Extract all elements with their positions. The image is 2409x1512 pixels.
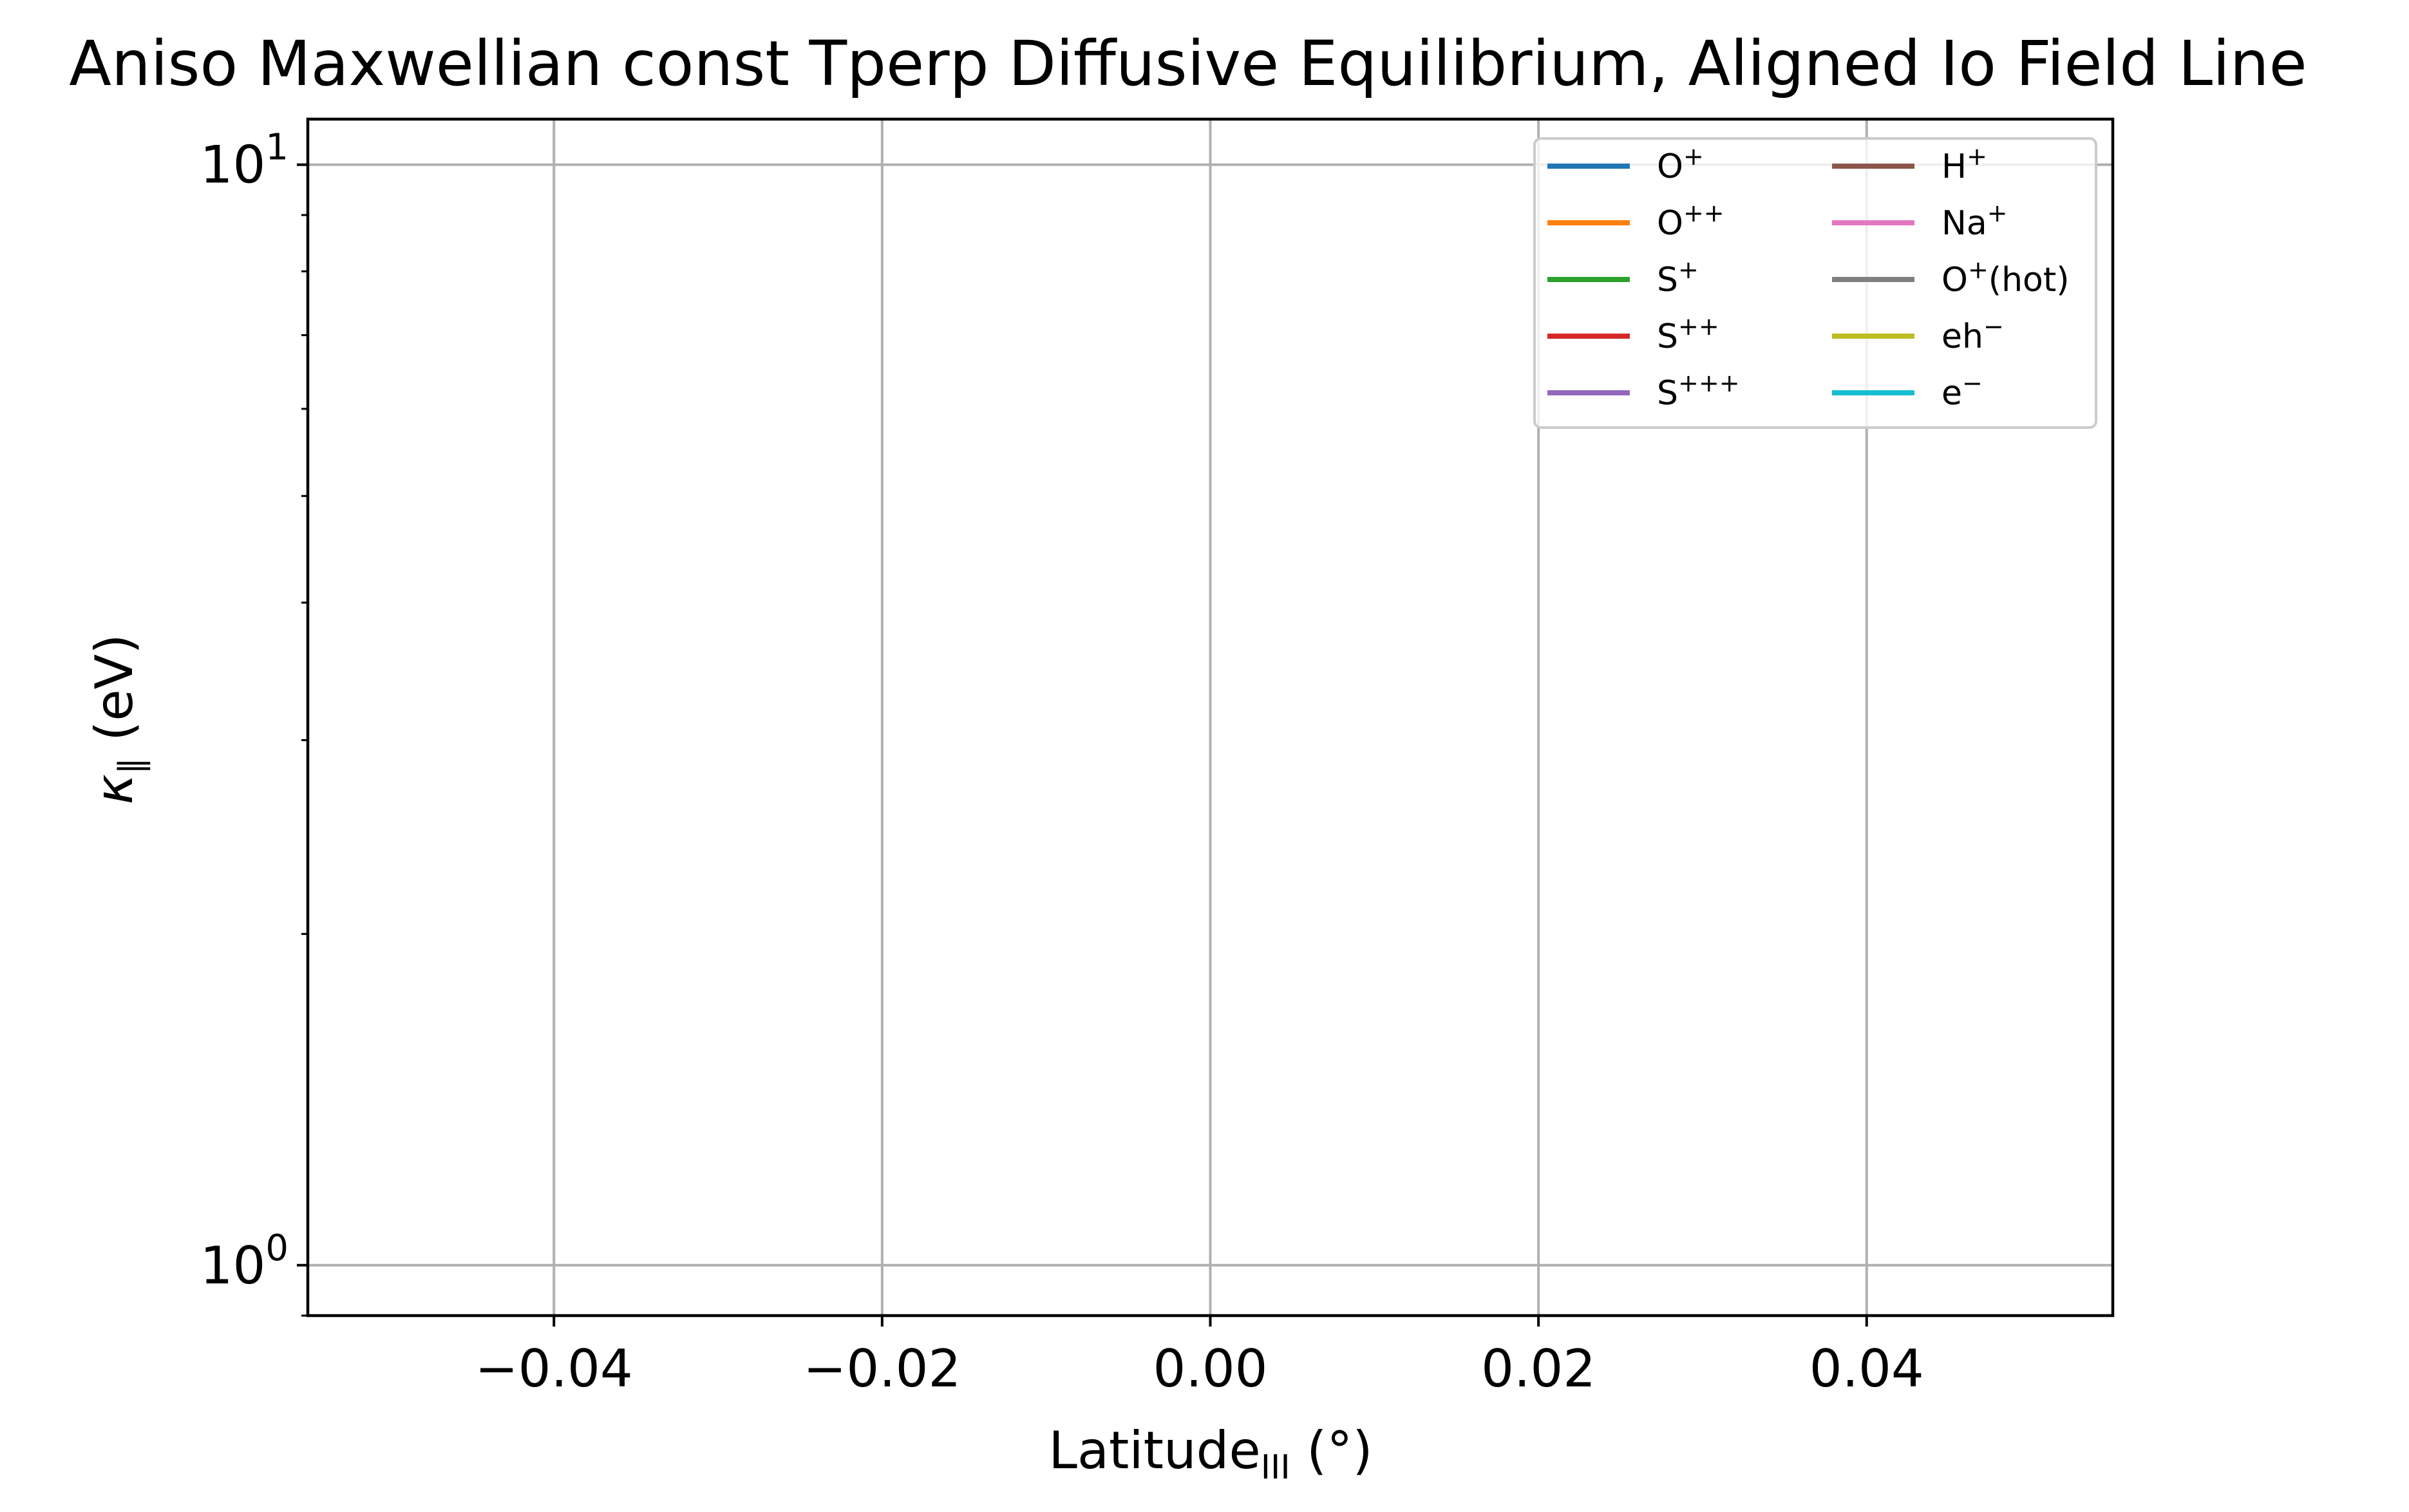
y-tick-label-exponent: 0 [265, 1227, 288, 1269]
x-axis-label-subscript: III [1261, 1448, 1290, 1487]
legend: O+O++S+S++S+++H+Na+O+(hot)eh−e− [1535, 138, 2096, 428]
legend-label: O+(hot) [1941, 256, 2070, 299]
x-tick-label: 0.02 [1481, 1339, 1596, 1399]
x-tick-label: 0.00 [1153, 1339, 1267, 1399]
x-axis-label: LatitudeIII (°) [1048, 1421, 1372, 1487]
y-axis-label-main: κ [84, 774, 144, 804]
x-tick-label: −0.04 [475, 1339, 633, 1399]
x-axis-label-main: Latitude [1048, 1421, 1260, 1480]
y-tick-label-base: 10 [200, 1236, 266, 1296]
y-axis-label-subscript: ‖ [112, 757, 151, 774]
chart-title: Aniso Maxwellian const Tperp Diffusive E… [69, 28, 2307, 100]
x-tick-label: −0.02 [803, 1339, 961, 1399]
y-tick-label-base: 10 [200, 135, 266, 195]
y-tick-label-exponent: 1 [265, 127, 288, 169]
y-axis-label-suffix: (eV) [84, 634, 144, 758]
y-axis-label: κ‖ (eV) [84, 634, 151, 805]
x-tick-label: 0.04 [1809, 1339, 1924, 1399]
x-axis-label-suffix: (°) [1290, 1421, 1373, 1480]
